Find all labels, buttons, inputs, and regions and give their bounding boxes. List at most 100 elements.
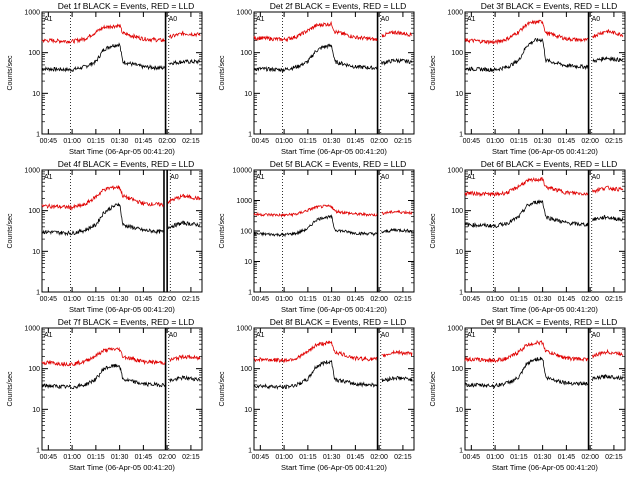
lld-series-line: [464, 19, 589, 45]
x-tick-label: 02:15: [394, 454, 412, 461]
plot-frame: [253, 327, 415, 451]
x-tick-label: 01:15: [510, 296, 528, 303]
x-tick-label: 00:45: [463, 454, 481, 461]
y-tick-label: 10: [244, 91, 252, 98]
x-tick-label: 01:45: [347, 454, 365, 461]
attenuator-marker-start: A1: [467, 174, 476, 181]
y-tick-label: 1000: [447, 168, 463, 175]
y-axis-label: Counts/sec: [219, 55, 226, 91]
attenuator-marker-end: A0: [381, 16, 390, 23]
attenuator-marker-end: A0: [592, 332, 601, 339]
x-tick-label: 01:30: [323, 138, 341, 145]
y-tick-label: 100: [240, 50, 252, 57]
y-tick-label: 1: [248, 290, 252, 297]
x-tick-label: 02:15: [394, 296, 412, 303]
y-tick-label: 1000: [236, 198, 252, 205]
x-tick-label: 02:00: [581, 296, 599, 303]
y-tick-label: 10: [32, 249, 40, 256]
panel-det-5f: Det 5f BLACK = Events, RED = LLD Counts/s…: [219, 159, 415, 314]
x-axis-label: Start Time (06-Apr-05 00:41:20): [492, 463, 598, 472]
attenuator-marker-start: A1: [44, 16, 53, 23]
lld-series-line: [592, 28, 624, 39]
y-tick-label: 10: [32, 91, 40, 98]
panel-title: Det 7f BLACK = Events, RED = LLD: [58, 317, 195, 327]
plot-frame: [41, 327, 203, 451]
y-tick-label: 10: [455, 407, 463, 414]
x-tick-label: 02:00: [370, 296, 388, 303]
lld-series-line: [381, 209, 413, 215]
attenuator-marker-start: A1: [467, 16, 476, 23]
panel-title: Det 8f BLACK = Events, RED = LLD: [270, 317, 407, 327]
x-tick-label: 02:15: [605, 454, 623, 461]
x-tick-label: 01:30: [111, 454, 129, 461]
y-tick-label: 10: [244, 407, 252, 414]
y-tick-label: 1: [36, 448, 40, 455]
panel-title: Det 1f BLACK = Events, RED = LLD: [58, 1, 195, 11]
events-series-line: [592, 214, 624, 222]
lld-series-line: [167, 193, 201, 205]
y-axis-label: Counts/sec: [219, 371, 226, 407]
x-tick-label: 00:45: [252, 296, 270, 303]
lld-series-line: [169, 30, 201, 39]
x-tick-label: 01:00: [486, 296, 504, 303]
x-tick-label: 01:30: [534, 296, 552, 303]
x-axis-label: Start Time (06-Apr-05 00:41:20): [281, 147, 387, 156]
events-series-line: [169, 374, 201, 383]
plot-frame: [464, 327, 626, 451]
y-tick-label: 1: [459, 290, 463, 297]
events-series-line: [253, 43, 378, 73]
lld-series-line: [41, 23, 166, 45]
plot-frame: [464, 169, 626, 293]
lld-series-line: [169, 354, 201, 363]
plot-frame: [253, 11, 415, 135]
y-tick-label: 100: [28, 366, 40, 373]
x-tick-label: 01:15: [299, 296, 317, 303]
events-series-line: [592, 56, 624, 63]
x-tick-label: 02:00: [581, 454, 599, 461]
events-series-line: [169, 58, 201, 66]
lld-series-line: [253, 20, 378, 43]
x-axis-label: Start Time (06-Apr-05 00:41:20): [281, 305, 387, 314]
y-tick-label: 1000: [24, 168, 40, 175]
lld-series-line: [592, 185, 624, 194]
x-tick-label: 01:15: [299, 138, 317, 145]
x-tick-label: 01:30: [323, 454, 341, 461]
events-series-line: [381, 57, 413, 66]
x-tick-label: 01:30: [323, 296, 341, 303]
lld-series-line: [464, 176, 589, 198]
panel-det-1f: Det 1f BLACK = Events, RED = LLD Counts/s…: [7, 1, 203, 156]
attenuator-marker-end: A0: [169, 332, 178, 339]
y-tick-label: 100: [451, 208, 463, 215]
attenuator-marker-start: A1: [44, 174, 53, 181]
x-tick-label: 00:45: [40, 296, 58, 303]
x-tick-label: 02:15: [182, 296, 200, 303]
x-tick-label: 01:30: [111, 296, 129, 303]
x-tick-label: 01:45: [135, 138, 153, 145]
y-tick-label: 1000: [236, 326, 252, 333]
y-tick-label: 10: [32, 407, 40, 414]
panel-det-7f: Det 7f BLACK = Events, RED = LLD Counts/s…: [7, 317, 203, 472]
events-series-line: [41, 363, 166, 390]
attenuator-marker-end: A0: [381, 174, 390, 181]
x-tick-label: 01:45: [558, 454, 576, 461]
x-tick-label: 01:45: [135, 296, 153, 303]
x-tick-label: 01:00: [275, 454, 293, 461]
events-series-line: [381, 375, 413, 383]
x-tick-label: 01:15: [87, 296, 105, 303]
panel-det-3f: Det 3f BLACK = Events, RED = LLD Counts/s…: [430, 1, 626, 156]
panel-det-6f: Det 6f BLACK = Events, RED = LLD Counts/s…: [430, 159, 626, 314]
x-tick-label: 01:00: [63, 138, 81, 145]
x-axis-label: Start Time (06-Apr-05 00:41:20): [492, 147, 598, 156]
events-series-line: [167, 220, 201, 230]
y-axis-label: Counts/sec: [219, 213, 226, 249]
y-tick-label: 10000: [233, 168, 253, 175]
x-tick-label: 01:45: [347, 296, 365, 303]
panel-title: Det 3f BLACK = Events, RED = LLD: [481, 1, 618, 11]
y-axis-label: Counts/sec: [430, 371, 437, 407]
attenuator-marker-end: A0: [170, 174, 179, 181]
y-tick-label: 100: [28, 50, 40, 57]
x-tick-label: 01:00: [63, 454, 81, 461]
y-axis-label: Counts/sec: [7, 55, 14, 91]
y-tick-label: 10: [244, 259, 252, 266]
